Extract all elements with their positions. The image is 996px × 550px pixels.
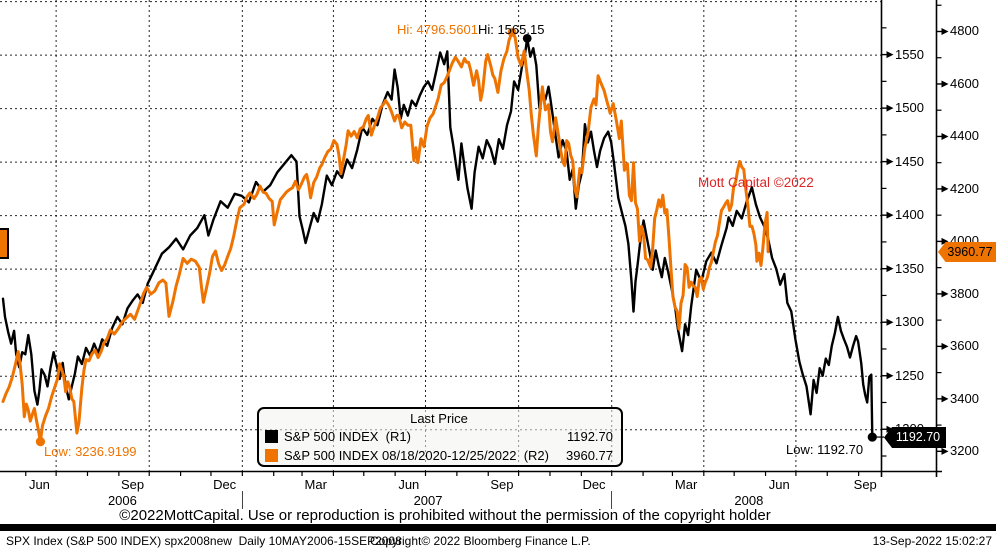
year-label: 2008	[734, 493, 764, 508]
r1-tick-label: 1400	[895, 207, 924, 223]
tick-arrow	[886, 104, 894, 112]
tick-arrow	[886, 158, 894, 166]
hi-black-marker	[522, 33, 532, 43]
left-edge-partial-flag	[0, 228, 9, 259]
hi-orange-marker	[507, 27, 517, 37]
r1-tick-label: 1350	[895, 260, 924, 276]
legend-row-orange[interactable]: S&P 500 INDEX 08/18/2020-12/25/2022 (R2)…	[265, 446, 613, 465]
r2-tick-label: 4800	[950, 23, 979, 39]
footer-bloomberg-copyright: Copyright© 2022 Bloomberg Finance L.P.	[370, 534, 591, 548]
r2-tick-label: 3800	[950, 285, 979, 301]
month-label: Mar	[304, 477, 327, 492]
month-label: Jun	[28, 477, 50, 492]
month-label: Sep	[490, 477, 514, 492]
tick-arrow	[886, 211, 894, 219]
series-line-black	[1, 37, 874, 439]
tick-arrow	[886, 372, 894, 380]
r1-tick-label: 1250	[895, 367, 924, 383]
black-series-value: 1192.70	[566, 429, 613, 444]
orange-series-swatch	[265, 449, 278, 462]
month-label: Jun	[398, 477, 420, 492]
r2-tick-label: 4600	[950, 75, 979, 91]
r1-tick-label: 1550	[895, 46, 924, 62]
tick-arrow	[941, 237, 949, 245]
footer-timestamp: 13-Sep-2022 15:02:27	[872, 534, 992, 548]
hi-orange-label: Hi: 4796.5601	[397, 22, 478, 37]
month-label: Dec	[582, 477, 606, 492]
series-line-orange	[1, 30, 770, 444]
black-last-price-flag: 1192.70	[884, 427, 946, 448]
legend-row-black[interactable]: S&P 500 INDEX (R1) 1192.70	[265, 427, 613, 446]
tick-arrow	[941, 27, 949, 35]
legend-title: Last Price	[410, 411, 468, 426]
r2-tick-label: 3400	[950, 390, 979, 406]
orange-series-value: 3960.77	[566, 448, 613, 463]
r1-tick-label: 1500	[895, 100, 924, 116]
orange-last-price-flag: 3960.77	[938, 242, 996, 262]
tick-arrow	[941, 132, 949, 140]
month-label: Dec	[213, 477, 237, 492]
low-orange-label: Low: 3236.9199	[44, 444, 137, 459]
tick-arrow	[941, 185, 949, 193]
tick-arrow	[941, 80, 949, 88]
low-orange-marker	[35, 437, 46, 447]
r2-tick-label: 4400	[950, 128, 979, 144]
tick-arrow	[886, 265, 894, 273]
month-label: Sep	[120, 477, 145, 492]
r2-tick-label: 4200	[950, 180, 979, 196]
tick-arrow	[941, 395, 949, 403]
footer-security-info: SPX Index (S&P 500 INDEX) spx2008new Dai…	[6, 534, 402, 548]
black-series-label: S&P 500 INDEX (R1)	[284, 429, 411, 444]
tick-arrow	[886, 318, 894, 326]
year-separator	[611, 491, 613, 509]
black-series-swatch	[265, 430, 278, 443]
tick-arrow	[886, 425, 894, 433]
mott-capital-watermark: Mott Capital ©2022	[698, 175, 814, 190]
month-label: Jun	[768, 477, 790, 492]
r1-tick-label: 1450	[895, 153, 924, 169]
tick-arrow	[941, 447, 949, 455]
r2-tick-label: 3600	[950, 338, 979, 354]
year-label: 2006	[107, 493, 137, 508]
tick-arrow	[941, 342, 949, 350]
hi-black-label: Hi: 1565.15	[477, 22, 545, 37]
low-black-label: Low: 1192.70	[786, 442, 864, 457]
year-label: 2007	[413, 493, 443, 508]
tick-arrow	[941, 290, 949, 298]
tick-arrow	[886, 51, 894, 59]
month-label: Mar	[674, 477, 698, 492]
hi-annotations: Hi: 4796.5601Hi: 1565.15	[397, 22, 544, 37]
divider-bar	[0, 524, 996, 531]
r2-tick-label: 3200	[950, 443, 979, 459]
legend-box: Last Price S&P 500 INDEX (R1) 1192.70 S&…	[257, 407, 623, 467]
low-black-marker	[867, 432, 877, 442]
r1-tick-label: 1300	[895, 314, 924, 330]
year-separator	[241, 491, 243, 509]
mott-copyright-line: ©2022MottCapital. Use or reproduction is…	[119, 507, 771, 524]
chart-canvas[interactable]	[0, 0, 996, 478]
orange-series-label: S&P 500 INDEX 08/18/2020-12/25/2022 (R2)	[284, 448, 549, 463]
month-label: Sep	[853, 477, 877, 492]
status-footer: SPX Index (S&P 500 INDEX) spx2008new Dai…	[0, 532, 996, 550]
